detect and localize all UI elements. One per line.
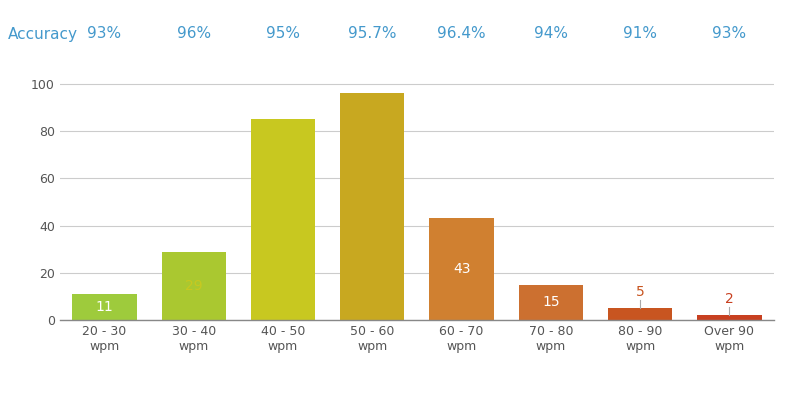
Bar (519, 284, 583, 320)
Text: 85: 85 (275, 213, 292, 227)
Bar (73, 294, 136, 320)
Text: 95%: 95% (266, 26, 300, 42)
Text: Accuracy: Accuracy (8, 26, 78, 42)
Text: 91%: 91% (623, 26, 657, 42)
Text: 15: 15 (542, 295, 559, 309)
Text: 2: 2 (725, 292, 734, 306)
Text: 96%: 96% (176, 26, 211, 42)
Bar (251, 119, 315, 320)
Text: 96.4%: 96.4% (437, 26, 486, 42)
Bar (608, 308, 672, 320)
Text: 43: 43 (452, 262, 470, 276)
Text: 94%: 94% (534, 26, 568, 42)
Text: 29: 29 (185, 279, 203, 293)
Text: 11: 11 (96, 300, 113, 314)
Text: 93%: 93% (713, 26, 746, 42)
Bar (429, 218, 494, 320)
Bar (697, 315, 761, 320)
Text: 5: 5 (636, 285, 645, 299)
Text: 93%: 93% (88, 26, 121, 42)
Text: 96: 96 (363, 200, 381, 214)
Bar (162, 252, 226, 320)
Bar (340, 93, 405, 320)
Text: 95.7%: 95.7% (348, 26, 397, 42)
